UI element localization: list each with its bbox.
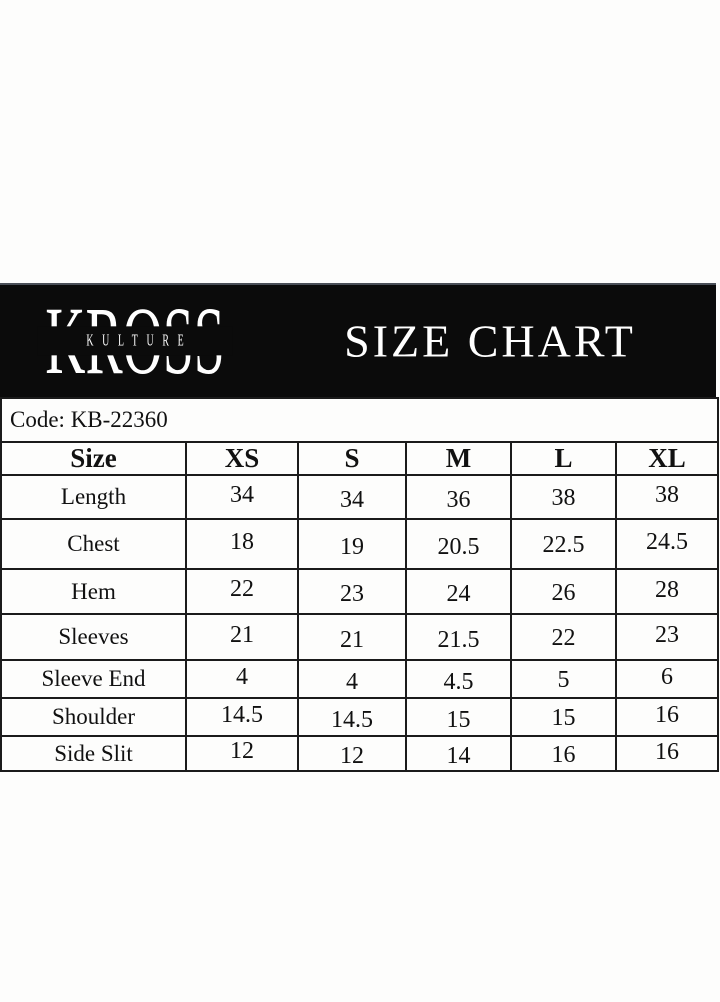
- size-value-cell: 22.5: [510, 518, 617, 570]
- size-table-body: Length 34 34 36 38 38 Chest 18 19 20.5 22.5 24.5 Hem…: [0, 474, 719, 772]
- logo-kulture-text: KULTURE: [37, 326, 233, 356]
- size-value-cell: 21: [185, 613, 299, 661]
- table-row-shoulder: Shoulder 14.5 14.5 15 15 16: [0, 697, 719, 737]
- size-value-cell: 6: [615, 659, 719, 699]
- column-header-xs: XS: [185, 441, 299, 476]
- size-value-cell: 28: [615, 568, 719, 615]
- size-value-cell: 34: [185, 474, 299, 520]
- kross-kulture-logo: KROSS KULTURE: [37, 292, 233, 389]
- column-header-l: L: [510, 441, 617, 476]
- size-value-cell: 4.5: [405, 659, 512, 699]
- product-code: Code: KB-22360: [0, 397, 719, 443]
- table-row-chest: Chest 18 19 20.5 22.5 24.5: [0, 518, 719, 570]
- row-label: Length: [0, 474, 187, 520]
- table-row-sleeve-end: Sleeve End 4 4 4.5 5 6: [0, 659, 719, 699]
- row-label: Sleeves: [0, 613, 187, 661]
- row-label: Shoulder: [0, 697, 187, 737]
- size-value-cell: 22: [185, 568, 299, 615]
- size-value-cell: 18: [185, 518, 299, 570]
- size-value-cell: 15: [405, 697, 512, 737]
- size-value-cell: 21.5: [405, 613, 512, 661]
- column-header-s: S: [297, 441, 407, 476]
- row-label: Chest: [0, 518, 187, 570]
- size-value-cell: 14.5: [185, 697, 299, 737]
- size-value-cell: 19: [297, 518, 407, 570]
- size-value-cell: 24: [405, 568, 512, 615]
- table-row-length: Length 34 34 36 38 38: [0, 474, 719, 520]
- size-value-cell: 14.5: [297, 697, 407, 737]
- size-value-cell: 16: [510, 735, 617, 772]
- size-value-cell: 21: [297, 613, 407, 661]
- table-row-side-slit: Side Slit 12 12 14 16 16: [0, 735, 719, 772]
- size-value-cell: 38: [615, 474, 719, 520]
- size-value-cell: 16: [615, 735, 719, 772]
- size-value-cell: 24.5: [615, 518, 719, 570]
- row-label: Sleeve End: [0, 659, 187, 699]
- table-row-hem: Hem 22 23 24 26 28: [0, 568, 719, 615]
- table-row-sleeves: Sleeves 21 21 21.5 22 23: [0, 613, 719, 661]
- size-value-cell: 20.5: [405, 518, 512, 570]
- size-value-cell: 12: [297, 735, 407, 772]
- size-value-cell: 16: [615, 697, 719, 737]
- size-value-cell: 4: [297, 659, 407, 699]
- size-value-cell: 5: [510, 659, 617, 699]
- size-value-cell: 23: [615, 613, 719, 661]
- row-label: Side Slit: [0, 735, 187, 772]
- column-header-xl: XL: [615, 441, 719, 476]
- column-header-m: M: [405, 441, 512, 476]
- size-value-cell: 14: [405, 735, 512, 772]
- size-value-cell: 38: [510, 474, 617, 520]
- size-value-cell: 26: [510, 568, 617, 615]
- size-value-cell: 4: [185, 659, 299, 699]
- page-title: SIZE CHART: [344, 315, 636, 367]
- size-chart-table: Code: KB-22360 Size XS S M L XL Length 34 34 36 3…: [0, 397, 719, 772]
- table-header-row: Size XS S M L XL: [0, 441, 719, 476]
- size-value-cell: 15: [510, 697, 617, 737]
- size-value-cell: 23: [297, 568, 407, 615]
- size-value-cell: 22: [510, 613, 617, 661]
- size-value-cell: 12: [185, 735, 299, 772]
- size-value-cell: 34: [297, 474, 407, 520]
- product-code-row: Code: KB-22360: [0, 397, 719, 443]
- column-header-size: Size: [0, 441, 187, 476]
- header-band: KROSS KULTURE SIZE CHART: [0, 283, 716, 397]
- row-label: Hem: [0, 568, 187, 615]
- size-value-cell: 36: [405, 474, 512, 520]
